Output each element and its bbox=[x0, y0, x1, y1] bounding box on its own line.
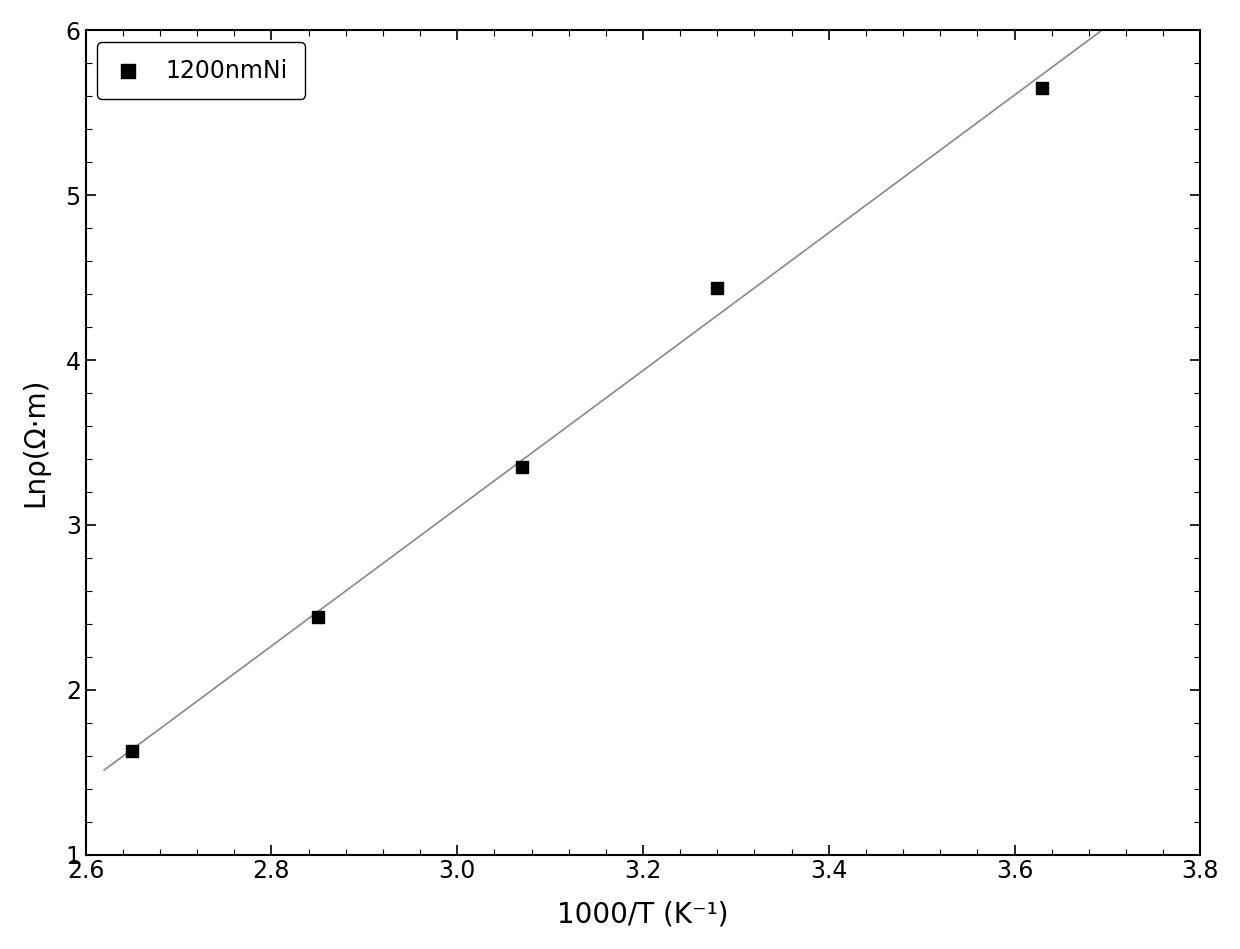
X-axis label: 1000/T (K⁻¹): 1000/T (K⁻¹) bbox=[557, 901, 729, 928]
1200nmNi bbox=[1033, 81, 1053, 96]
1200nmNi bbox=[512, 459, 532, 474]
Y-axis label: Lnρ(Ω·m): Lnρ(Ω·m) bbox=[21, 378, 48, 507]
Legend: 1200nmNi: 1200nmNi bbox=[98, 42, 305, 100]
1200nmNi bbox=[308, 609, 327, 624]
1200nmNi bbox=[707, 280, 727, 295]
1200nmNi bbox=[123, 743, 143, 758]
